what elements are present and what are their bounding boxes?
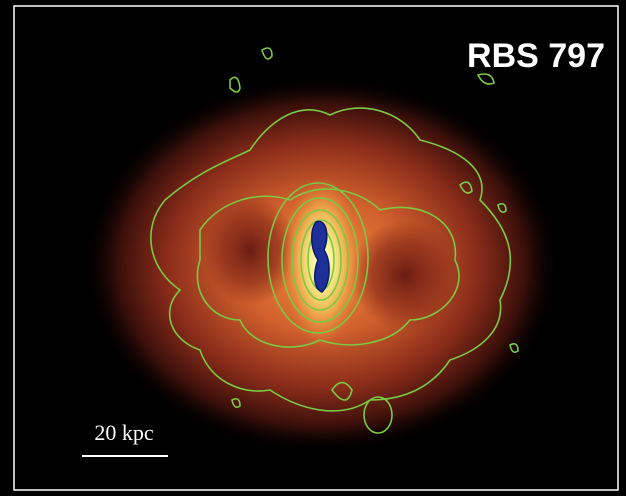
image: RBS 797 20 kpc: [0, 0, 626, 496]
title: RBS 797: [467, 37, 605, 75]
scale-bar-label: 20 kpc: [94, 420, 154, 445]
